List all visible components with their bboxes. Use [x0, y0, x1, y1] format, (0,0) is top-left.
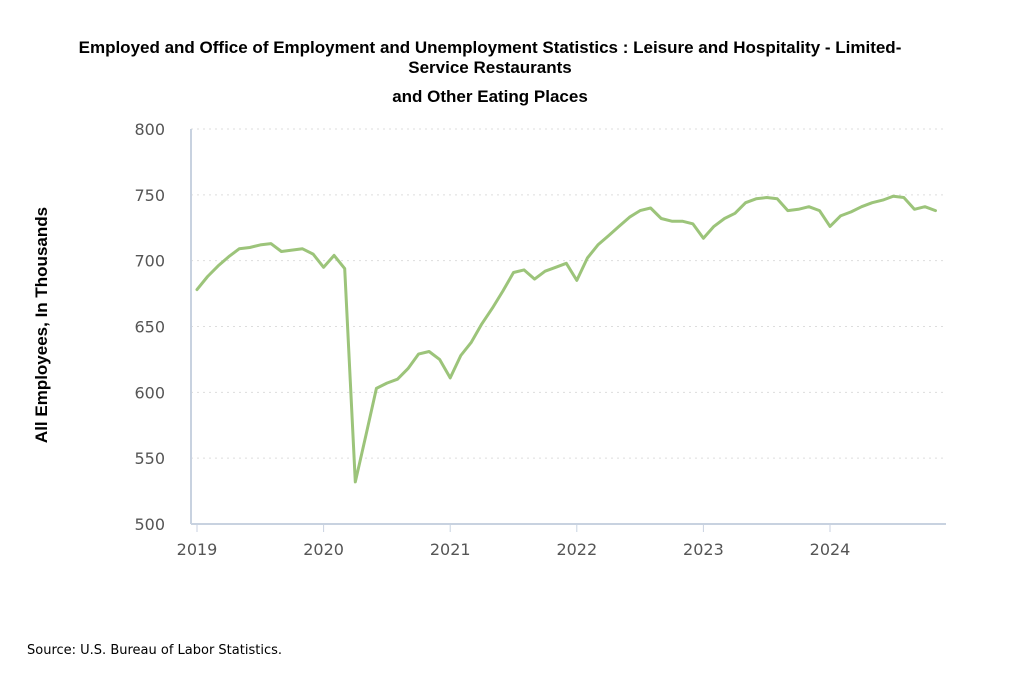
x-tick-label-2022: 2022: [556, 540, 597, 559]
y-tick-label-500: 500: [134, 515, 165, 534]
chart-title: Employed and Office of Employment and Un…: [60, 38, 920, 107]
x-tick-label-2020: 2020: [303, 540, 344, 559]
x-tick-label-2019: 2019: [177, 540, 218, 559]
x-tick-label-2024: 2024: [810, 540, 851, 559]
y-tick-label-550: 550: [134, 449, 165, 468]
chart-title-line-1: Employed and Office of Employment and Un…: [78, 38, 902, 77]
y-tick-label-750: 750: [134, 186, 165, 205]
y-tick-label-650: 650: [134, 318, 165, 337]
x-tick-label-2021: 2021: [430, 540, 471, 559]
series-line-0: [195, 194, 937, 484]
tick-labels: 500 550 600 650 700 750 800 2019 2020 2021 2022 202…: [134, 120, 850, 559]
chart-title-line-2: and Other Eating Places: [392, 87, 588, 106]
x-tick-label-2023: 2023: [683, 540, 724, 559]
series-layer: [195, 194, 937, 484]
y-tick-label-700: 700: [134, 252, 165, 271]
y-tick-label-800: 800: [134, 120, 165, 139]
grid-lines: [191, 128, 946, 459]
source-note: Source: U.S. Bureau of Labor Statistics.: [27, 643, 282, 658]
axes: [190, 129, 946, 532]
y-tick-label-600: 600: [134, 383, 165, 402]
